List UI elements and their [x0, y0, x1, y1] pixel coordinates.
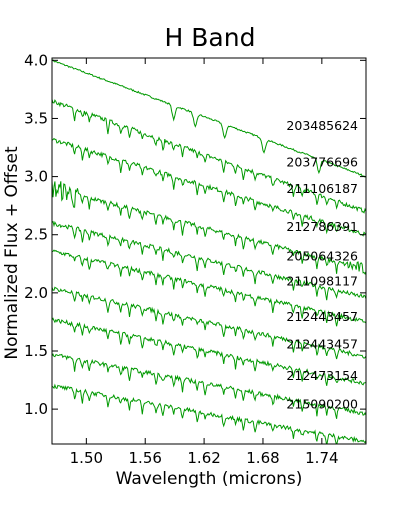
series-label: 203485624 — [286, 118, 358, 133]
series-label: 212473154 — [286, 368, 358, 383]
y-tick-label: 2.5 — [24, 226, 48, 244]
series-label: 203776696 — [286, 154, 358, 169]
series-label: 212443457 — [286, 309, 358, 324]
series-lines — [52, 59, 366, 444]
series-line — [52, 181, 366, 275]
series-line — [52, 353, 366, 419]
series-line — [52, 137, 366, 237]
x-tick-label: 1.56 — [129, 449, 162, 467]
series-label: 211106187 — [286, 181, 358, 196]
series-line — [52, 317, 366, 386]
chart-title: H Band — [165, 23, 256, 52]
series-line — [52, 249, 366, 327]
series-line — [52, 220, 366, 301]
series-label: 211098117 — [286, 274, 358, 289]
y-tick-label: 1.5 — [24, 342, 48, 360]
series-line — [52, 383, 366, 444]
series-line — [52, 59, 366, 178]
series-line — [52, 99, 366, 214]
series-line — [52, 286, 366, 360]
y-tick-label: 4.0 — [24, 51, 48, 69]
x-tick-label: 1.68 — [246, 449, 279, 467]
y-axis-label: Normalized Flux + Offset — [2, 146, 22, 360]
x-axis-label: Wavelength (microns) — [116, 469, 303, 489]
series-label: 205064326 — [286, 248, 358, 263]
x-tick-label: 1.50 — [70, 449, 103, 467]
y-tick-label: 2.0 — [24, 284, 48, 302]
series-label: 212443457 — [286, 337, 358, 352]
series-label: 215090200 — [286, 397, 358, 412]
x-tick-label: 1.74 — [305, 449, 338, 467]
plot-frame — [51, 57, 367, 445]
y-tick-label: 3.0 — [24, 168, 48, 186]
series-label: 212786391 — [286, 219, 358, 234]
x-tick-label: 1.62 — [187, 449, 220, 467]
y-tick-label: 1.0 — [24, 400, 48, 418]
plot-area: 203485624 203776696 211106187 212786391 2050… — [24, 51, 367, 467]
y-tick-label: 3.5 — [24, 109, 48, 127]
